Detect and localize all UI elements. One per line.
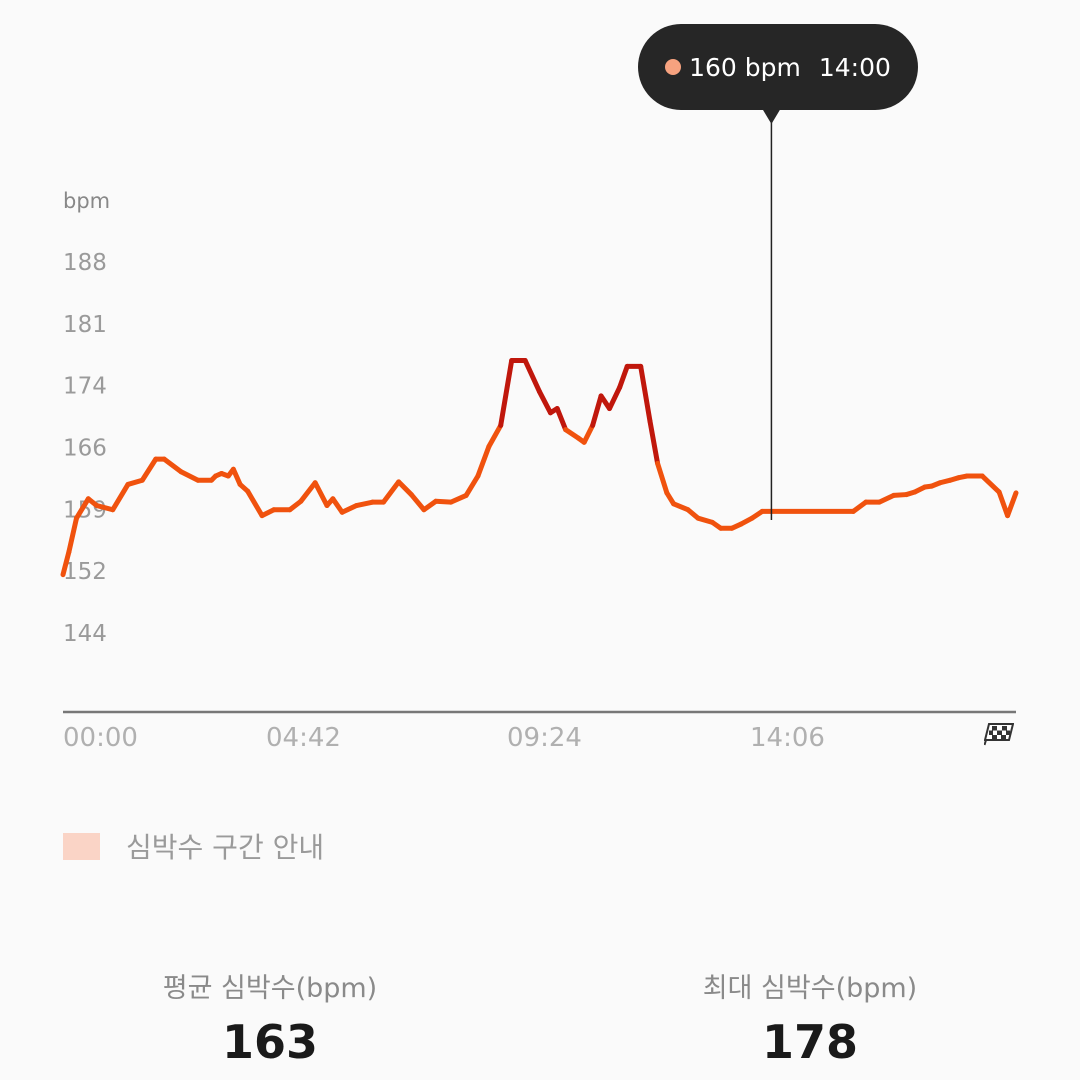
heart-rate-line [60, 357, 1019, 578]
heart-rate-segment [60, 549, 72, 578]
heart-rate-segment [590, 393, 604, 428]
x-tick-label: 00:00 [63, 723, 138, 753]
heart-rate-segment [537, 389, 553, 416]
heart-rate-segment [876, 492, 897, 505]
heart-rate-segment [330, 496, 345, 515]
heart-rate-zone-guide[interactable]: 심박수 구간 안내 [63, 826, 324, 866]
max-heart-rate-value: 178 [761, 1015, 859, 1069]
heart-rate-segment [298, 480, 318, 504]
heart-rate-segment [94, 503, 116, 513]
heart-rate-segment [554, 406, 569, 433]
heart-rate-segment [353, 499, 376, 509]
avg-heart-rate-value: 163 [221, 1015, 319, 1069]
checkered-flag-icon [984, 723, 1014, 746]
tooltip-value: 160 bpm [689, 52, 801, 82]
y-unit-label: bpm [63, 189, 110, 213]
heart-rate-segment [522, 357, 542, 395]
tooltip-dot [665, 59, 682, 75]
avg-heart-rate-label: 평균 심박수(bpm) [162, 973, 378, 1004]
x-tick-label: 09:24 [507, 723, 582, 753]
heart-rate-segment [647, 418, 661, 466]
y-tick-label: 152 [63, 559, 107, 585]
value-tooltip: 160 bpm 14:00 [638, 24, 918, 110]
heart-rate-segment [486, 422, 504, 449]
heart-rate-segment [979, 473, 1002, 495]
heart-rate-segment [178, 469, 201, 483]
zone-guide-label: 심박수 구간 안내 [126, 831, 325, 864]
y-tick-label: 188 [63, 250, 107, 276]
y-tick-label: 166 [63, 436, 107, 462]
heart-rate-segment [638, 363, 653, 424]
heart-rate-segment [433, 498, 454, 505]
heart-rate-segment [161, 456, 184, 475]
heart-rate-segment [245, 488, 265, 519]
heart-rate-segment [110, 481, 131, 513]
y-tick-label: 174 [63, 374, 107, 400]
heart-rate-segment [606, 384, 623, 412]
heart-rate-segment [1005, 490, 1019, 519]
heart-rate-segment [475, 444, 492, 479]
heart-rate-segment [498, 357, 515, 428]
heart-rate-segment [408, 492, 427, 513]
heart-rate-segment [671, 501, 691, 513]
heart-rate-segment [655, 460, 670, 496]
max-heart-rate: 최대 심박수(bpm) 178 [640, 966, 980, 1069]
x-tick-label: 14:06 [750, 723, 825, 753]
heart-rate-segment [448, 492, 469, 505]
heart-rate-segment [380, 479, 402, 505]
heart-rate-segment [996, 489, 1011, 519]
heart-rate-segment [396, 479, 414, 498]
heart-rate-segment [581, 422, 596, 445]
x-axis-ticks: 00:00 04:42 09:24 14:06 [63, 723, 825, 753]
heart-rate-segment [563, 427, 581, 441]
y-tick-label: 181 [63, 312, 107, 338]
heart-rate-segment [73, 496, 91, 521]
tooltip-pointer [762, 109, 781, 124]
heart-rate-segment [139, 456, 159, 483]
zone-swatch [63, 832, 100, 860]
tooltip-time: 14:00 [818, 52, 891, 82]
x-tick-label: 04:42 [266, 723, 341, 753]
heart-rate-segment [617, 363, 630, 390]
heart-rate-segment [850, 499, 869, 514]
heart-rate-segment [230, 466, 243, 487]
avg-heart-rate: 평균 심박수(bpm) 163 [100, 966, 440, 1069]
heart-rate-segment [339, 503, 359, 515]
heart-rate-segment [66, 515, 79, 555]
y-tick-label: 144 [63, 621, 107, 647]
max-heart-rate-label: 최대 심박수(bpm) [702, 973, 918, 1004]
heart-rate-segment [312, 480, 330, 509]
heart-rate-segment [463, 473, 481, 498]
